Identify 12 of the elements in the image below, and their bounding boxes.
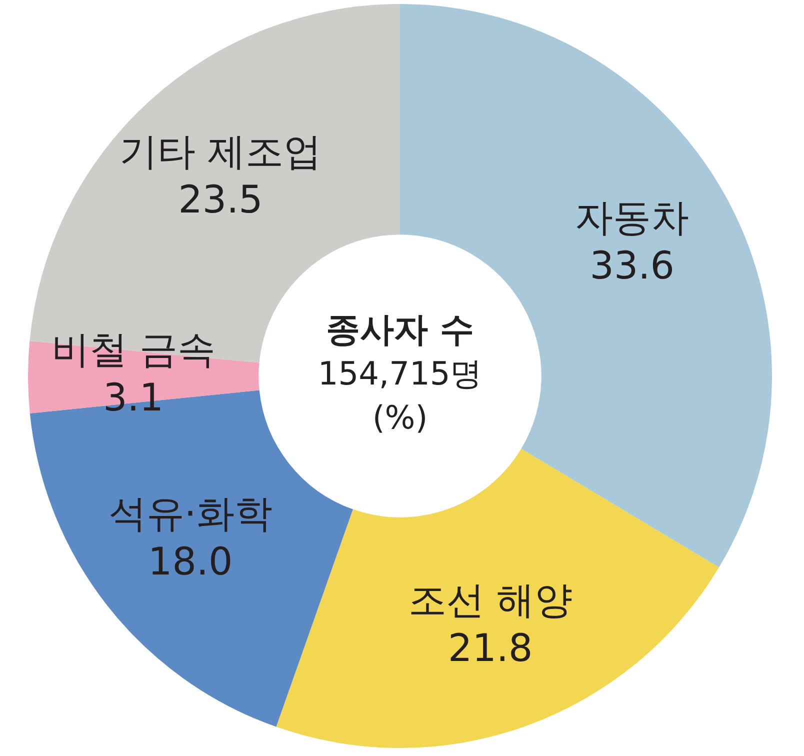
slice-label: 비철 금속	[51, 328, 216, 372]
data-label: 33.6	[590, 243, 674, 288]
slice-label: 석유·화학	[108, 492, 272, 536]
text: (%)	[372, 398, 428, 436]
text: 종사자 수	[326, 310, 474, 350]
data-label: 21.8	[448, 626, 533, 670]
text: 154,715명	[318, 354, 482, 392]
slice-label: 조선 해양	[408, 578, 572, 622]
slice-label: 기타 제조업	[119, 130, 322, 174]
slice-label: 자동차	[575, 195, 690, 240]
data-label: 18.0	[148, 540, 233, 584]
data-label: 23.5	[178, 178, 263, 222]
